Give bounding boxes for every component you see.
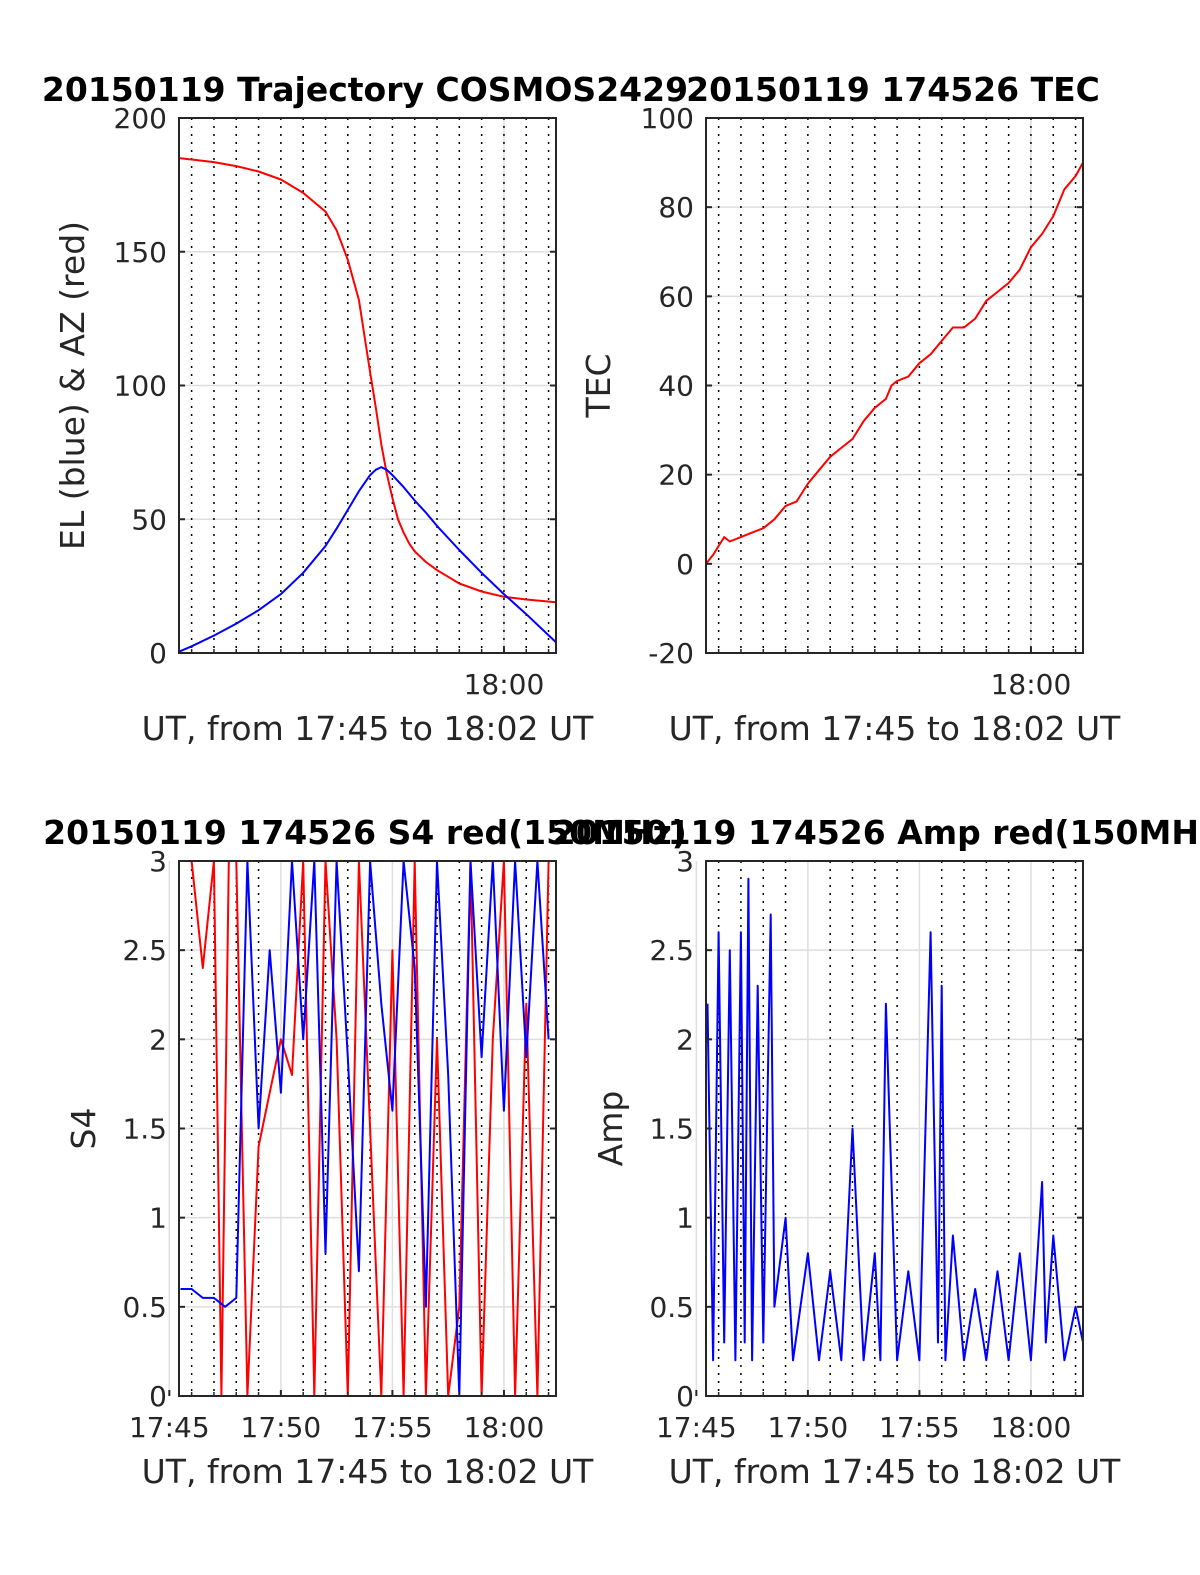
y-tick-label: 1.5 (122, 1113, 167, 1146)
y-tick-label: 100 (641, 102, 694, 135)
x-axis-label: UT, from 17:45 to 18:02 UT (142, 709, 595, 748)
x-axis-label: UT, from 17:45 to 18:02 UT (669, 709, 1122, 748)
y-tick-label: 20 (658, 459, 694, 492)
y-tick-label: 2 (676, 1023, 694, 1056)
blue-series-line (180, 861, 550, 1396)
y-tick-label: 60 (658, 280, 694, 313)
y-axis-label: EL (blue) & AZ (red) (53, 221, 92, 550)
x-axis-label: UT, from 17:45 to 18:02 UT (142, 1452, 595, 1491)
x-tick-label: 17:55 (879, 1411, 960, 1444)
y-tick-label: 0.5 (649, 1291, 694, 1324)
y-tick-label: 0 (676, 1380, 694, 1413)
y-tick-label: 0 (149, 637, 167, 670)
y-tick-label: 3 (676, 845, 694, 878)
y-tick-label: 2 (149, 1023, 167, 1056)
trajectory-chart: 0 50 100 150 200 18:00 UT, from 17:45 to 18:02… (42, 70, 688, 748)
chart-title: 20150119 174526 TEC (686, 70, 1100, 109)
y-tick-label: 100 (114, 370, 167, 403)
y-tick-label: 1.5 (649, 1113, 694, 1146)
y-tick-label: 2.5 (122, 934, 167, 967)
y-tick-label: 0 (149, 1380, 167, 1413)
y-tick-label: 50 (131, 503, 167, 536)
blue-series-line (706, 877, 1083, 1362)
y-tick-label: 0 (676, 548, 694, 581)
x-tick-label: 18:00 (464, 1411, 545, 1444)
x-tick-label: 18:00 (464, 668, 545, 701)
chart-title: 20150119 174526 Amp red(150MHz) (553, 813, 1200, 852)
x-tick-label: 18:00 (991, 1411, 1072, 1444)
y-tick-label: 1 (149, 1202, 167, 1235)
y-tick-label: 1 (676, 1202, 694, 1235)
s4-chart: 0 0.5 1 1.5 2 2.5 3 17:45 17:50 17:55 18:00 UT, fro… (43, 813, 687, 1491)
y-axis-label: S4 (64, 1108, 103, 1150)
y-axis-label: Amp (591, 1091, 630, 1167)
x-tick-label: 17:45 (129, 1411, 210, 1444)
y-axis-label: TEC (579, 353, 618, 418)
x-tick-label: 17:45 (656, 1411, 737, 1444)
red-series-line (180, 861, 550, 1396)
chart-title: 20150119 174526 S4 red(150MHz) (43, 813, 687, 852)
y-tick-label: 40 (658, 370, 694, 403)
amp-chart: 0 0.5 1 1.5 2 2.5 3 17:45 17:50 17:55 18:00 UT, fro… (553, 813, 1200, 1491)
chart-title: 20150119 Trajectory COSMOS2429 (42, 70, 688, 109)
x-tick-label: 17:55 (352, 1411, 433, 1444)
x-tick-label: 17:50 (768, 1411, 849, 1444)
x-axis-label: UT, from 17:45 to 18:02 UT (669, 1452, 1122, 1491)
red-series-line (179, 157, 556, 604)
x-tick-label: 17:50 (241, 1411, 322, 1444)
blue-series-line (179, 466, 556, 653)
y-tick-label: 80 (658, 191, 694, 224)
y-tick-label: -20 (648, 637, 694, 670)
y-tick-label: 200 (114, 102, 167, 135)
tec-chart: -20 0 20 40 60 80 100 18:00 UT, from 17:45 to 18… (579, 70, 1121, 748)
y-tick-label: 0.5 (122, 1291, 167, 1324)
y-tick-label: 150 (114, 236, 167, 269)
y-tick-label: 3 (149, 845, 167, 878)
red-series-line (706, 162, 1083, 565)
y-tick-label: 2.5 (649, 934, 694, 967)
x-tick-label: 18:00 (991, 668, 1072, 701)
